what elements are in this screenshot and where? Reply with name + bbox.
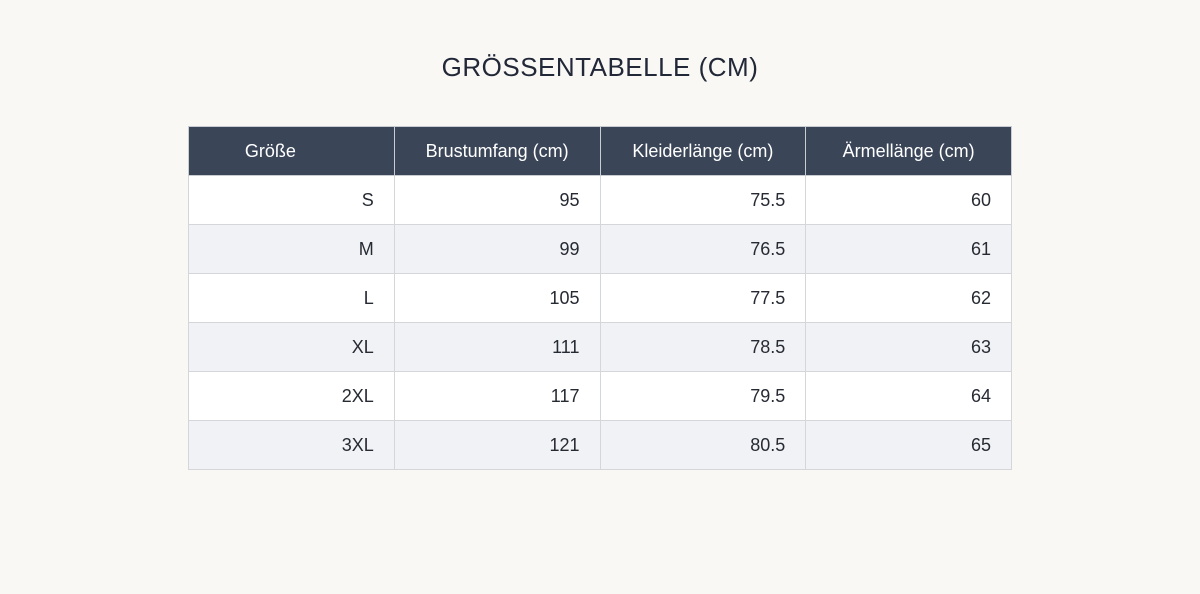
table-row: 2XL 117 79.5 64 xyxy=(188,371,1012,421)
sleeve-cell: 60 xyxy=(805,175,1012,225)
size-cell: L xyxy=(188,273,395,323)
chest-cell: 99 xyxy=(393,224,601,274)
table-row: XL 111 78.5 63 xyxy=(188,322,1012,372)
length-cell: 78.5 xyxy=(599,322,807,372)
column-header-sleeve: Ärmellänge (cm) xyxy=(805,126,1012,176)
length-cell: 80.5 xyxy=(599,420,807,470)
length-cell: 79.5 xyxy=(599,371,807,421)
sleeve-cell: 65 xyxy=(805,420,1012,470)
column-header-size: Größe xyxy=(188,126,395,176)
table-row: 3XL 121 80.5 65 xyxy=(188,420,1012,470)
chest-cell: 117 xyxy=(393,371,601,421)
sleeve-cell: 64 xyxy=(805,371,1012,421)
table-row: S 95 75.5 60 xyxy=(188,175,1012,225)
size-cell: 3XL xyxy=(188,420,395,470)
length-cell: 77.5 xyxy=(599,273,807,323)
column-header-length: Kleiderlänge (cm) xyxy=(599,126,807,176)
page-title: GRÖSSENTABELLE (CM) xyxy=(441,52,759,82)
table-row: L 105 77.5 62 xyxy=(188,273,1012,323)
table-header-row: Größe Brustumfang (cm) Kleiderlänge (cm)… xyxy=(188,126,1012,176)
column-header-chest: Brustumfang (cm) xyxy=(393,126,601,176)
table-row: M 99 76.5 61 xyxy=(188,224,1012,274)
size-cell: 2XL xyxy=(188,371,395,421)
sleeve-cell: 63 xyxy=(805,322,1012,372)
chest-cell: 105 xyxy=(393,273,601,323)
length-cell: 76.5 xyxy=(599,224,807,274)
chest-cell: 111 xyxy=(393,322,601,372)
size-cell: S xyxy=(188,175,395,225)
sleeve-cell: 62 xyxy=(805,273,1012,323)
chest-cell: 95 xyxy=(393,175,601,225)
length-cell: 75.5 xyxy=(599,175,807,225)
sleeve-cell: 61 xyxy=(805,224,1012,274)
chest-cell: 121 xyxy=(393,420,601,470)
size-chart-table: Größe Brustumfang (cm) Kleiderlänge (cm)… xyxy=(188,126,1012,470)
size-cell: XL xyxy=(188,322,395,372)
size-cell: M xyxy=(188,224,395,274)
